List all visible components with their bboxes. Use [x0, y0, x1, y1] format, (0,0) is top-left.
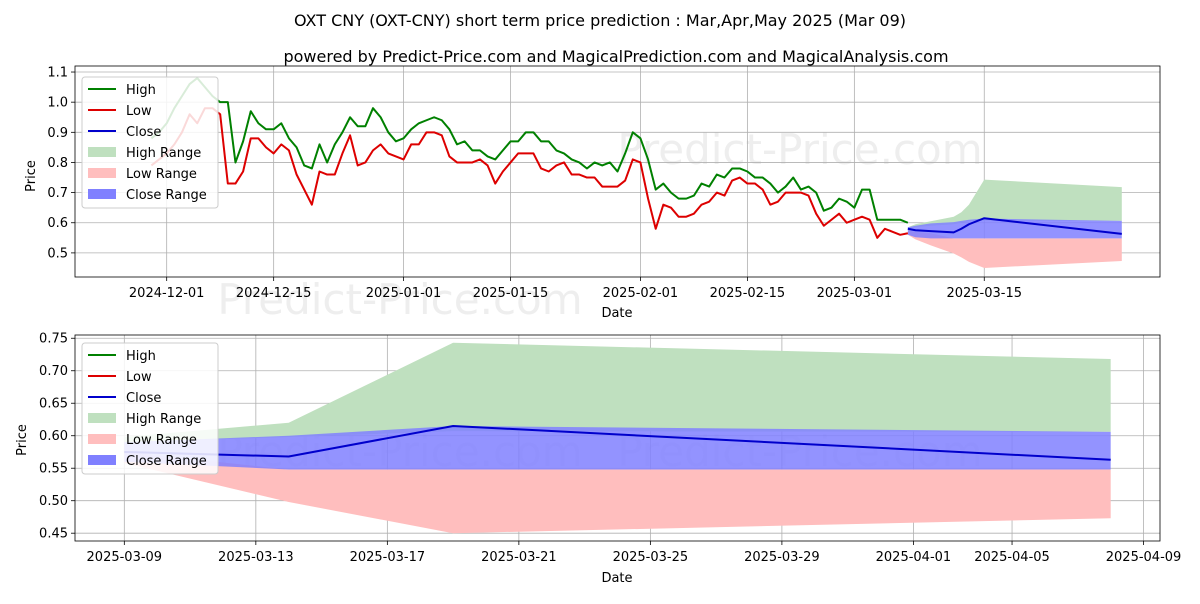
top-xtick-label: 2025-03-01	[817, 286, 893, 301]
bottom-ytick-label: 0.45	[39, 527, 68, 542]
top-ytick-label: 0.5	[47, 246, 68, 261]
bottom-legend-label-close: Close	[126, 391, 161, 406]
bottom-xtick-label: 2025-03-17	[350, 550, 426, 565]
top-legend: High Low Close High Range Low Range Close Ran…	[81, 76, 219, 209]
bottom-xtick-label: 2025-03-25	[613, 550, 689, 565]
top-series-high	[150, 77, 909, 224]
bottom-xtick-label: 2025-04-05	[974, 550, 1050, 565]
bottom-legend-swatch-low-range	[88, 434, 116, 444]
bottom-legend-label-low-range: Low Range	[126, 433, 197, 448]
top-series-close	[907, 217, 1122, 235]
top-ytick-label: 0.7	[47, 186, 68, 201]
bottom-ytick-label: 0.50	[39, 494, 68, 509]
bottom-xtick-label: 2025-04-01	[876, 550, 952, 565]
top-range-bands	[907, 179, 1122, 268]
top-xtick-label: 2025-02-15	[710, 286, 786, 301]
bottom-ytick-label: 0.60	[39, 429, 68, 444]
top-band-close-range	[907, 218, 1122, 239]
bottom-plot-frame	[74, 334, 1161, 542]
top-legend-swatch-high-range	[88, 147, 116, 157]
bottom-ytick-label: 0.70	[39, 364, 68, 379]
top-legend-label-high: High	[126, 83, 156, 98]
top-legend-label-low: Low	[126, 104, 152, 119]
bottom-legend-label-close-range: Close Range	[126, 454, 207, 469]
top-xtick-label: 2025-03-15	[946, 286, 1022, 301]
top-xtick-label: 2025-01-01	[366, 286, 442, 301]
top-band-high-range	[907, 179, 1122, 229]
top-ytick-label: 1.0	[47, 96, 68, 111]
top-legend-label-high-range: High Range	[126, 146, 201, 161]
bottom-ytick-label: 0.75	[39, 332, 68, 347]
bottom-legend-label-high-range: High Range	[126, 412, 201, 427]
bottom-legend-label-low: Low	[126, 370, 152, 385]
top-ytick-label: 0.9	[47, 126, 68, 141]
bottom-legend-label-high: High	[126, 349, 156, 364]
top-ytick-label: 1.1	[47, 66, 68, 81]
top-xtick-label: 2025-02-01	[603, 286, 679, 301]
top-watermark-2: Predict-Price.com	[617, 125, 982, 174]
top-legend-swatch-low-range	[88, 168, 116, 178]
top-xtick-label: 2025-01-15	[473, 286, 549, 301]
bottom-xtick-label: 2025-03-09	[87, 550, 163, 565]
bottom-xlabel: Date	[601, 571, 632, 586]
chart-title: OXT CNY (OXT-CNY) short term price predi…	[294, 11, 906, 30]
bottom-band-high-range	[124, 342, 1111, 443]
chart-subtitle: powered by Predict-Price.com and Magical…	[283, 47, 948, 66]
top-xtick-label: 2024-12-01	[129, 286, 205, 301]
top-axis-ticks: 2024-12-01 2024-12-15 2025-01-01 2025-01-15…	[47, 66, 1022, 301]
top-xlabel: Date	[601, 306, 632, 321]
bottom-range-bands	[124, 342, 1111, 534]
top-legend-label-low-range: Low Range	[126, 167, 197, 182]
bottom-axis-ticks: 2025-03-09 2025-03-13 2025-03-17 2025-03-21…	[39, 332, 1181, 565]
bottom-legend-swatch-close-range	[88, 455, 116, 465]
top-ytick-label: 0.8	[47, 156, 68, 171]
top-watermark: Predict-Price.com	[217, 275, 582, 324]
top-ytick-label: 0.6	[47, 216, 68, 231]
top-legend-swatch-close-range	[88, 189, 116, 199]
bottom-band-low-range	[124, 451, 1111, 534]
bottom-panel: Predict-Price.com Predict-Price.com 2025…	[15, 332, 1181, 586]
bottom-xtick-label: 2025-03-29	[744, 550, 820, 565]
bottom-ytick-label: 0.55	[39, 462, 68, 477]
top-panel: Predict-Price.com Predict-Price.com 2024…	[24, 65, 1161, 324]
top-series-lines	[150, 77, 1122, 239]
top-band-low-range	[907, 230, 1122, 268]
top-series-low	[150, 107, 909, 239]
bottom-band-close-range	[124, 425, 1111, 470]
bottom-legend-swatch-high-range	[88, 413, 116, 423]
top-ylabel: Price	[24, 160, 39, 192]
top-plot-frame	[74, 65, 1161, 278]
bottom-ylabel: Price	[15, 424, 30, 456]
top-legend-label-close-range: Close Range	[126, 188, 207, 203]
top-legend-label-close: Close	[126, 125, 161, 140]
bottom-xtick-label: 2025-04-09	[1106, 550, 1182, 565]
top-xtick-label: 2024-12-15	[236, 286, 312, 301]
bottom-xtick-label: 2025-03-13	[218, 550, 294, 565]
bottom-xtick-label: 2025-03-21	[481, 550, 557, 565]
bottom-legend: High Low Close High Range Low Range Close Ran…	[81, 342, 219, 475]
bottom-ytick-label: 0.65	[39, 397, 68, 412]
